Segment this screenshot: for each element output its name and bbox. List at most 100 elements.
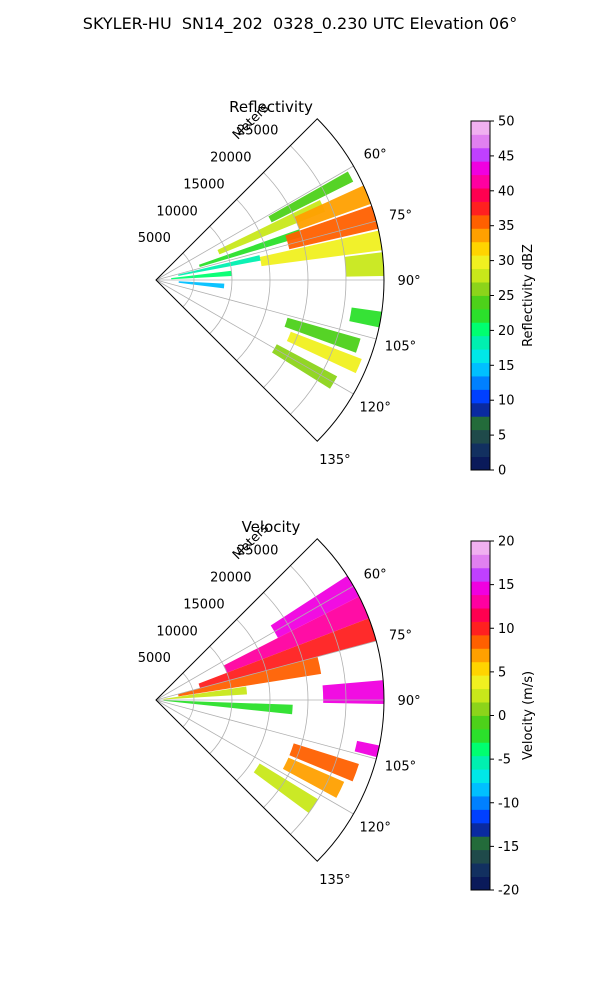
polar-panel-2: Velocity 60° 75° 90° 105° 120° 135° 5000 10000 15… <box>138 518 536 899</box>
colorbar-swatch-22 <box>471 174 490 189</box>
colorbar-swatch-19 <box>471 634 490 649</box>
angle-tick-label-105: 105° <box>385 340 416 355</box>
azimuth-spoke-75 <box>155 640 377 701</box>
echo-cell-13 <box>286 331 362 374</box>
colorbar-swatch-16 <box>471 255 490 270</box>
angle-tick-label-75: 75° <box>389 208 412 223</box>
radial-tick-label-20000: 20000 <box>210 151 251 166</box>
colorbar-swatch-12 <box>471 308 490 323</box>
colorbar-tick-label-25: 25 <box>498 289 515 304</box>
echo-cell-11 <box>253 763 319 814</box>
echo-cell-9 <box>344 252 384 277</box>
colorbar-swatch-9 <box>471 349 490 364</box>
angle-tick-label-120: 120° <box>360 821 391 836</box>
colorbar-tick-label-15: 15 <box>498 578 515 593</box>
colorbar-tick-label-10: 10 <box>498 394 515 409</box>
echo-data <box>171 171 384 389</box>
colorbar-swatch-10 <box>471 335 490 350</box>
colorbar: 0 5 10 15 20 25 30 35 40 45 50 Reflectivity dBZ <box>470 115 536 479</box>
colorbar-swatch-24 <box>471 567 490 582</box>
angle-tick-label-60: 60° <box>364 567 387 582</box>
colorbar-swatch-17 <box>471 241 490 256</box>
sector-outline <box>155 118 385 442</box>
echo-cell-10 <box>178 281 225 289</box>
colorbar-tick-label-15: 15 <box>498 359 515 374</box>
echo-cell-1 <box>268 171 354 223</box>
angle-tick-label-60: 60° <box>364 147 387 162</box>
colorbar-swatch-4 <box>471 416 490 431</box>
polar-grid <box>155 565 384 835</box>
angle-tick-label-90: 90° <box>398 274 421 289</box>
colorbar-tick-label--5: -5 <box>498 753 511 768</box>
echo-cell-10 <box>282 757 345 798</box>
colorbar-tick-label-0: 0 <box>498 464 506 479</box>
colorbar-swatch-13 <box>471 715 490 730</box>
colorbar-tick-label--20: -20 <box>498 884 519 899</box>
colorbar-swatch-11 <box>471 742 490 757</box>
colorbar-tick-label--10: -10 <box>498 796 519 811</box>
colorbar-swatch-25 <box>471 134 490 149</box>
colorbar-tick-label-0: 0 <box>498 709 506 724</box>
colorbar-swatch-14 <box>471 702 490 716</box>
colorbar-swatch-18 <box>471 228 490 243</box>
colorbar-swatch-3 <box>471 429 490 444</box>
colorbar-swatch-1 <box>471 876 490 891</box>
colorbar-tick-label-45: 45 <box>498 149 515 164</box>
echo-cell-5 <box>163 686 248 700</box>
colorbar-label: Reflectivity dBZ <box>521 244 536 347</box>
colorbar-swatch-15 <box>471 688 490 703</box>
echo-cell-2 <box>217 200 326 255</box>
colorbar-swatch-10 <box>471 755 490 770</box>
echo-cell-7 <box>259 230 383 267</box>
echo-cell-4 <box>178 656 322 697</box>
colorbar-swatch-7 <box>471 796 490 810</box>
echo-cell-1 <box>270 575 360 638</box>
colorbar-swatch-22 <box>471 594 490 609</box>
colorbar-swatch-17 <box>471 661 490 676</box>
sector-outline <box>155 538 385 862</box>
colorbar-tick-label-5: 5 <box>498 429 506 444</box>
colorbar-swatch-8 <box>471 782 490 797</box>
colorbar-swatch-23 <box>471 161 490 176</box>
angle-tick-label-120: 120° <box>360 401 391 416</box>
colorbar-swatch-26 <box>471 121 490 135</box>
colorbar-swatch-12 <box>471 728 490 743</box>
echo-cell-11 <box>349 307 382 328</box>
colorbar-swatch-3 <box>471 849 490 864</box>
polar-grid <box>155 145 384 415</box>
colorbar-swatch-7 <box>471 376 490 390</box>
azimuth-spoke-120 <box>155 699 354 815</box>
colorbar-swatch-25 <box>471 554 490 569</box>
azimuth-spoke-75 <box>155 220 377 281</box>
radial-tick-label-25000: 25000 <box>237 124 278 139</box>
radial-tick-label-5000: 5000 <box>138 231 171 246</box>
colorbar-swatch-13 <box>471 295 490 310</box>
colorbar-swatch-2 <box>471 443 490 457</box>
colorbar-tick-label-20: 20 <box>498 535 515 550</box>
azimuth-spoke-60 <box>155 165 354 281</box>
colorbar-swatch-21 <box>471 608 490 622</box>
angle-tick-label-90: 90° <box>398 694 421 709</box>
colorbar-swatch-1 <box>471 456 490 471</box>
echo-cell-6 <box>178 255 261 276</box>
angle-tick-label-105: 105° <box>385 760 416 775</box>
colorbar-tick-label-30: 30 <box>498 254 515 269</box>
angle-tick-label-135: 135° <box>319 873 350 888</box>
colorbar-swatch-11 <box>471 322 490 337</box>
echo-cell-7 <box>163 700 293 715</box>
figure-title: SKYLER-HU SN14_202 0328_0.230 UTC Elevat… <box>82 14 518 33</box>
colorbar-swatch-6 <box>471 809 490 824</box>
colorbar-tick-label-20: 20 <box>498 324 515 339</box>
azimuth-spoke-105 <box>155 699 377 760</box>
angle-tick-label-135: 135° <box>319 453 350 468</box>
colorbar-tick-label-10: 10 <box>498 622 515 637</box>
colorbar-tick-label-5: 5 <box>498 665 506 680</box>
colorbar-tick-label-40: 40 <box>498 184 515 199</box>
colorbar-swatch-15 <box>471 268 490 283</box>
colorbar-swatch-4 <box>471 836 490 851</box>
radial-tick-label-15000: 15000 <box>183 177 224 192</box>
echo-cell-5 <box>285 205 379 250</box>
echo-cell-6 <box>322 680 384 704</box>
echo-cell-8 <box>354 740 380 758</box>
polar-panel-1: Reflectivity60°75°90°105°120°135°5000100… <box>138 98 536 479</box>
